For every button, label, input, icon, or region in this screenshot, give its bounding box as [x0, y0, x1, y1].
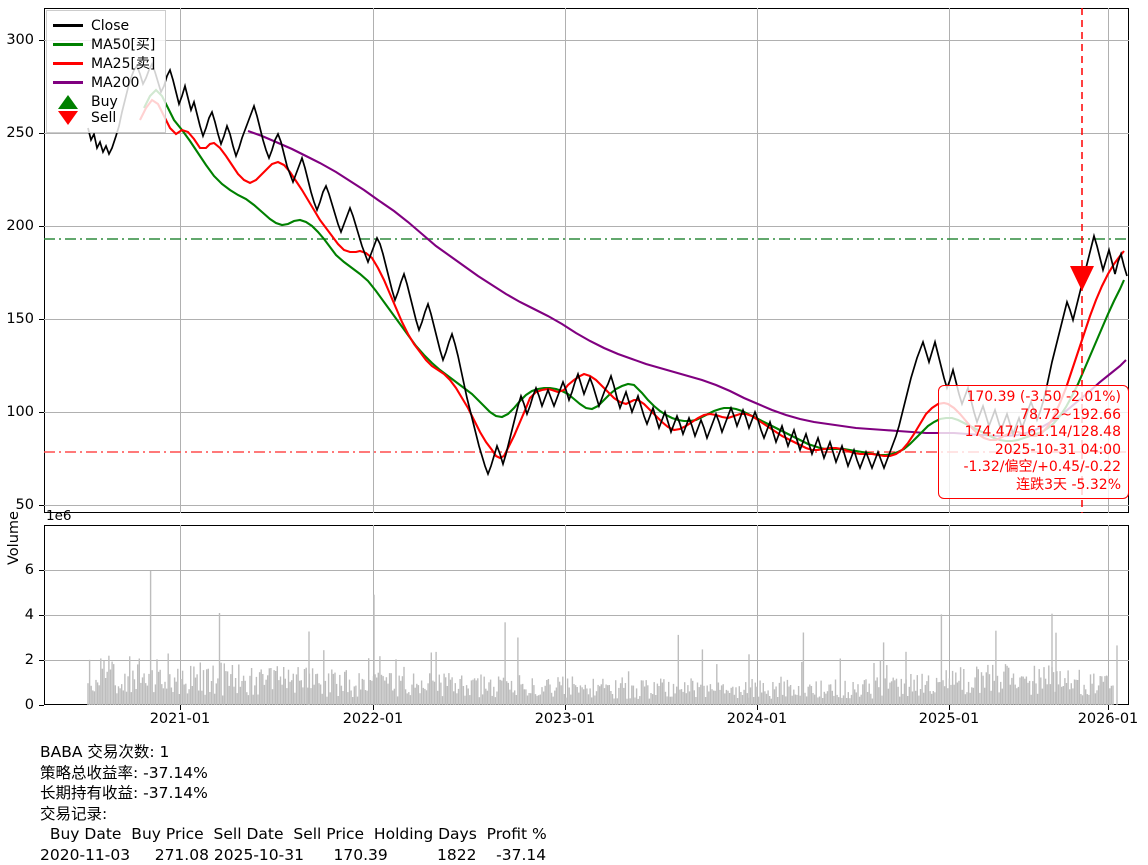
legend-item-sell: Sell	[53, 108, 159, 128]
legend-label-close: Close	[91, 19, 129, 33]
close-line-swatch	[53, 24, 83, 27]
legend-item-close: Close	[53, 16, 159, 35]
summary-buyhold-return: 长期持有收益: -37.14%	[40, 783, 1140, 804]
xtick-2025: 2025-01	[919, 711, 980, 727]
ma200-line-swatch	[53, 81, 83, 84]
ytick-150: 150	[0, 311, 34, 327]
volume-bars-svg	[44, 525, 1129, 705]
info-range: 78.72~192.66	[945, 407, 1121, 425]
xtick-2024: 2024-01	[727, 711, 788, 727]
legend-item-ma200: MA200	[53, 73, 159, 92]
legend-label-sell: Sell	[91, 111, 116, 125]
quote-info-box: 170.39 (-3.50 -2.01%) 78.72~192.66 174.4…	[938, 385, 1129, 499]
xtick-2026: 2026-01	[1078, 711, 1139, 727]
sell-triangle-icon	[53, 110, 83, 126]
summary-records-title: 交易记录:	[40, 804, 1140, 825]
axis-tick-vol-0	[39, 705, 44, 706]
legend-item-ma50: MA50[买]	[53, 35, 159, 54]
info-last-price: 170.39 (-3.50 -2.01%)	[945, 389, 1121, 407]
legend-item-ma25: MA25[卖]	[53, 54, 159, 73]
info-signal: -1.32/偏空/+0.45/-0.22	[945, 459, 1121, 477]
sell-marker-icon	[1070, 266, 1094, 291]
xtick-2022: 2022-01	[343, 711, 404, 727]
legend-label-ma50: MA50[买]	[91, 38, 155, 52]
xtick-2021: 2021-01	[150, 711, 211, 727]
info-timestamp: 2025-10-31 04:00	[945, 442, 1121, 460]
vol-ytick-2: 2	[0, 652, 34, 668]
trade-table-header: Buy Date Buy Price Sell Date Sell Price …	[40, 824, 1140, 845]
axis-tick-x-2025	[949, 705, 950, 710]
axis-tick-x-2023	[565, 705, 566, 710]
backtest-summary: BABA 交易次数: 1 策略总收益率: -37.14% 长期持有收益: -37…	[40, 742, 1140, 865]
ytick-100: 100	[0, 404, 34, 420]
summary-trade-count: BABA 交易次数: 1	[40, 742, 1140, 763]
axis-tick-x-2024	[757, 705, 758, 710]
vol-ytick-4: 4	[0, 607, 34, 623]
chart-legend: Close MA50[买] MA25[卖] MA200 Buy Sell	[46, 10, 166, 133]
ma25-line-swatch	[53, 62, 83, 65]
summary-strategy-return: 策略总收益率: -37.14%	[40, 763, 1140, 784]
volume-bar-group	[88, 571, 1117, 705]
info-ma-values: 174.47/161.14/128.48	[945, 424, 1121, 442]
trade-table-row: 2020-11-03 271.08 2025-10-31 170.39 1822…	[40, 845, 1140, 865]
buy-triangle-icon	[53, 94, 83, 110]
ma50-line-swatch	[53, 43, 83, 46]
axis-tick-x-2022	[373, 705, 374, 710]
ytick-250: 250	[0, 125, 34, 141]
volume-axis-title: Volume	[6, 511, 22, 565]
ytick-200: 200	[0, 218, 34, 234]
volume-offset-label: 1e6	[46, 508, 71, 524]
ytick-300: 300	[0, 32, 34, 48]
vol-ytick-0: 0	[0, 697, 34, 713]
axis-tick-x-2021	[180, 705, 181, 710]
legend-label-ma25: MA25[卖]	[91, 57, 155, 71]
info-streak: 连跌3天 -5.32%	[945, 477, 1121, 495]
axis-tick-x-2026	[1108, 705, 1109, 710]
xtick-2023: 2023-01	[535, 711, 596, 727]
legend-label-ma200: MA200	[91, 76, 139, 90]
legend-label-buy: Buy	[91, 95, 118, 109]
